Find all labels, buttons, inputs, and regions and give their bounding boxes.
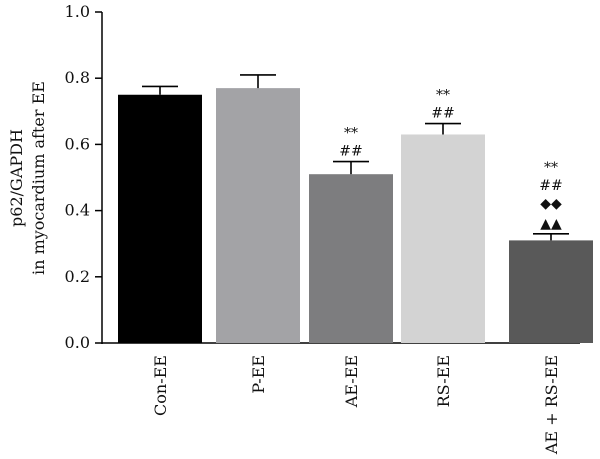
x-tick-label: AE + RS-EE [542,355,561,455]
y-tick-label: 0.4 [65,201,90,220]
y-tick-label: 0.6 [65,134,90,153]
error-bars [142,74,569,241]
significance-mark: ## [431,106,454,122]
x-tick-label: RS-EE [434,355,453,407]
y-tick-label: 0.2 [65,267,90,286]
y-tick-label: 1.0 [65,2,90,21]
bar [118,94,202,343]
significance-mark: ## [539,178,562,194]
bars [118,88,593,343]
x-tick-label: Con-EE [151,355,170,416]
significance-mark: ** [544,160,558,176]
bar [401,134,485,343]
bar [309,174,393,343]
x-category-labels: Con-EE P-EE AE-EE RS-EE AE + RS-EE [151,355,561,455]
y-tick-label: 0.8 [65,68,90,87]
y-tick-label: 0.0 [65,333,90,352]
y-axis-title: p62/GAPDH in myocardium after EE [7,81,48,275]
significance-annotations: ## ** ## ** ▲▲ ◆◆ ## ** [339,88,562,232]
bar [216,88,300,343]
significance-mark: ## [339,144,362,160]
x-tick-label: P-EE [249,355,268,394]
x-tick-label: AE-EE [342,355,361,408]
significance-mark: ** [344,126,358,142]
y-axis-title-line: p62/GAPDH [7,129,26,227]
y-axis-title-line: in myocardium after EE [29,81,48,275]
significance-mark: ▲▲ [540,216,562,232]
significance-mark: ** [436,88,450,104]
bar [509,240,593,343]
y-ticks: 0.0 0.2 0.4 0.6 0.8 1.0 [65,2,102,352]
significance-mark: ◆◆ [540,196,562,212]
